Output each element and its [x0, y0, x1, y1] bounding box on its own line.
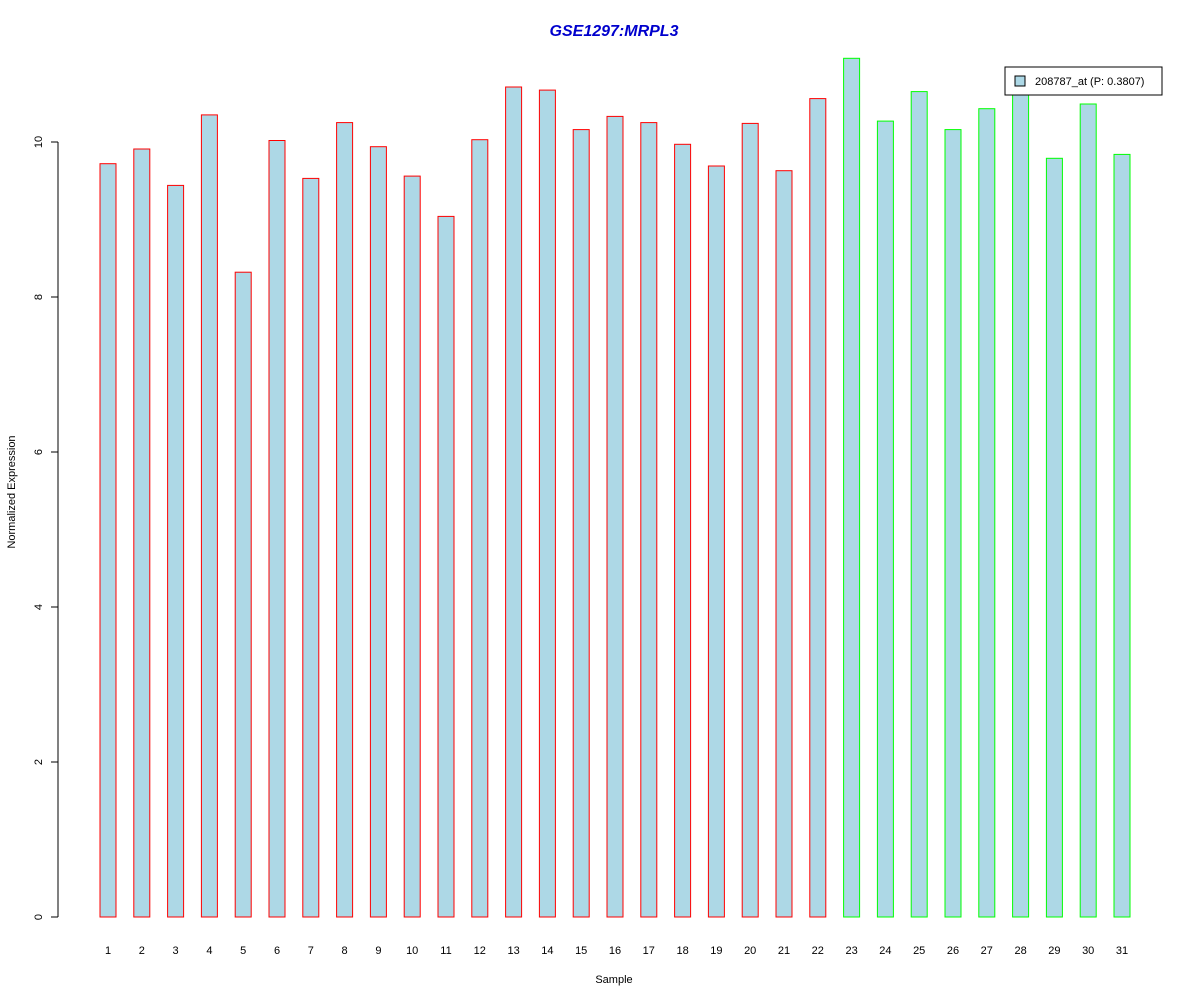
bar-sample-28 [1012, 93, 1030, 918]
bar-sample-18 [674, 143, 692, 918]
y-tick-label: 4 [33, 604, 45, 610]
legend-swatch [1014, 75, 1026, 87]
y-tick-label: 8 [33, 294, 45, 300]
bar-sample-16 [606, 115, 624, 918]
bar-sample-12 [471, 139, 489, 918]
x-tick-label: 16 [609, 945, 621, 957]
chart-title: GSE1297:MRPL3 [550, 23, 679, 40]
x-tick-label: 11 [440, 945, 451, 957]
x-tick-label: 21 [778, 945, 790, 957]
x-tick-label: 24 [879, 945, 891, 957]
x-tick-label: 12 [474, 945, 486, 957]
bar-sample-13 [505, 86, 523, 918]
bar-sample-1 [99, 163, 117, 918]
bar-sample-2 [133, 148, 151, 918]
bar-sample-4 [200, 114, 218, 918]
bar-sample-29 [1045, 157, 1063, 918]
legend: 208787_at (P: 0.3807) [1004, 66, 1163, 96]
bar-sample-5 [234, 271, 252, 918]
x-tick-label: 14 [541, 945, 553, 957]
x-tick-label: 13 [507, 945, 519, 957]
bar-sample-31 [1113, 153, 1131, 918]
x-tick-label: 9 [375, 945, 381, 957]
x-tick-label: 8 [342, 945, 348, 957]
x-tick-label: 19 [710, 945, 722, 957]
y-tick-label: 6 [33, 449, 45, 455]
x-tick-label: 26 [947, 945, 959, 957]
legend-box [1004, 66, 1163, 96]
y-tick-label: 10 [33, 136, 45, 148]
x-tick-label: 5 [240, 945, 246, 957]
bar-sample-27 [978, 108, 996, 918]
bar-sample-22 [809, 98, 827, 918]
bar-sample-14 [538, 89, 556, 918]
x-tick-label: 30 [1082, 945, 1094, 957]
bars-group [99, 57, 1131, 918]
y-tick-label: 2 [33, 759, 45, 765]
bar-sample-6 [268, 140, 286, 918]
bar-sample-15 [572, 129, 590, 918]
bar-sample-24 [876, 120, 894, 918]
bar-sample-9 [369, 146, 387, 918]
x-tick-label: 22 [812, 945, 824, 957]
y-axis: 0 2 4 6 8 10 [33, 136, 59, 920]
x-tick-label: 10 [406, 945, 418, 957]
bar-sample-30 [1079, 103, 1097, 918]
bar-sample-8 [336, 122, 354, 918]
x-tick-label: 29 [1048, 945, 1060, 957]
bar-sample-21 [775, 170, 793, 918]
bar-sample-10 [403, 175, 421, 918]
x-tick-label: 18 [676, 945, 688, 957]
bar-sample-17 [640, 122, 658, 918]
x-tick-label: 3 [173, 945, 179, 957]
x-tick-label: 4 [206, 945, 212, 957]
bar-sample-3 [167, 184, 185, 918]
x-tick-label: 28 [1014, 945, 1026, 957]
legend-entry-label: 208787_at (P: 0.3807) [1035, 76, 1144, 88]
bar-sample-20 [741, 122, 759, 918]
bar-sample-11 [437, 215, 455, 918]
x-tick-label: 7 [308, 945, 314, 957]
x-tick-label: 15 [575, 945, 587, 957]
x-tick-label: 2 [139, 945, 145, 957]
x-tick-labels: 1 2 3 4 5 6 7 8 9 10 11 12 13 14 15 16 17 18 19 20 21 22 23 24 2… [105, 945, 1128, 957]
bar-sample-19 [707, 165, 725, 918]
x-tick-label: 6 [274, 945, 280, 957]
bar-sample-23 [843, 57, 861, 918]
x-tick-label: 31 [1116, 945, 1128, 957]
bar-sample-7 [302, 177, 320, 918]
x-axis-label: Sample [595, 974, 632, 986]
y-axis-label: Normalized Expression [6, 435, 18, 548]
x-tick-label: 1 [105, 945, 111, 957]
y-tick-label: 0 [33, 914, 45, 920]
bar-sample-26 [944, 129, 962, 918]
bar-sample-25 [910, 91, 928, 918]
x-tick-label: 27 [981, 945, 993, 957]
x-tick-label: 17 [643, 945, 655, 957]
x-tick-label: 25 [913, 945, 925, 957]
x-tick-label: 23 [845, 945, 857, 957]
x-tick-label: 20 [744, 945, 756, 957]
